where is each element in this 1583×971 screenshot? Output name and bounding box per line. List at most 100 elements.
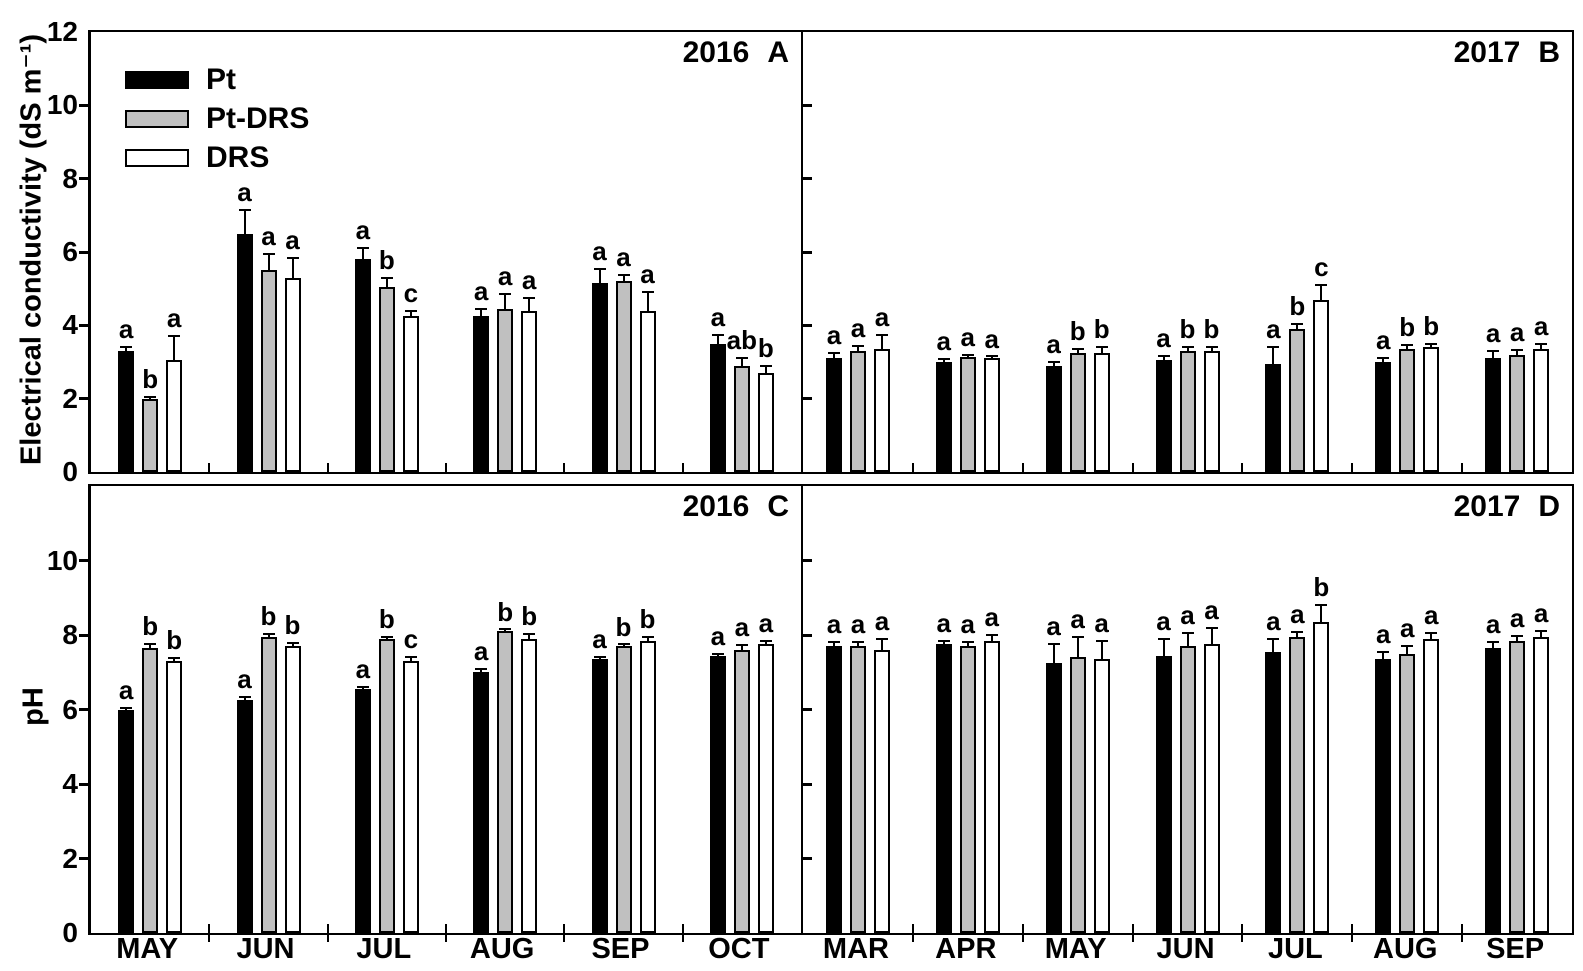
error-bar [1071,348,1084,354]
bar-Pt-MAY [118,709,135,933]
error-bar [1315,604,1328,623]
panel-title: 2016 C [683,492,789,522]
panel-letter: C [767,490,789,523]
error-bar [475,307,488,318]
y-axis-tick [79,633,89,637]
error-bar [1267,637,1280,653]
error-bar [120,706,133,711]
error-bar [1377,356,1390,363]
error-bar [1291,631,1304,638]
error-bar [1487,641,1500,650]
x-axis-labels-left: MAY JUN JUL AUG SEP OCT [88,933,798,966]
error-bar-line [598,269,601,285]
error-bar [937,640,950,646]
error-bar-line [480,309,483,318]
legend-item-pt-drs: Pt-DRS [125,99,309,138]
significance-letter: a [1266,605,1281,636]
error-bar [1291,322,1304,330]
panel-year: 2017 [1453,36,1521,69]
bar-DRS-JUN [1203,351,1220,472]
y-axis-tick [803,857,812,860]
x-axis-tick [911,463,914,472]
error-bar-line [1492,352,1495,360]
error-bar [1511,635,1524,642]
bar-DRS-JUL [402,661,419,933]
error-bar-line [504,630,507,633]
y-axis-tick-label: 10 [46,89,78,121]
error-bar-line [716,654,719,657]
bar-DRS-AUG [521,310,538,472]
significance-letter: a [285,224,300,255]
error-bar-line [740,358,743,367]
bar-Pt-DRS-APR [959,356,976,472]
error-bar [827,351,840,360]
legend-label: Pt-DRS [206,101,310,135]
significance-letter: b [378,604,395,635]
error-bar-line [832,642,835,648]
significance-letter: a [1375,618,1391,649]
error-bar-line [1162,356,1165,362]
x-axis-tick [326,924,329,942]
bar-Pt-JUL [354,689,371,933]
bar-Pt-SEP [1485,648,1502,933]
error-bar [985,355,998,360]
error-bar-line [1516,351,1519,356]
significance-letter: a [960,321,976,352]
bar-Pt-DRS-JUN [1179,351,1196,472]
y-axis-tick-label: 4 [62,768,78,799]
x-axis-tick [1131,463,1134,472]
significance-letter: b [378,244,395,275]
bar-Pt-DRS-SEP [615,281,632,472]
bar-DRS-AUG [1423,638,1440,933]
error-bar [1095,346,1108,354]
error-bar [120,346,133,352]
error-bar [286,642,299,648]
significance-letter: a [874,301,890,332]
bar-DRS-JUN [1203,644,1220,933]
error-bar-line [528,298,531,312]
y-axis-tick-label: 0 [62,456,78,487]
bar-DRS-MAY [166,360,183,472]
error-bar-line [942,642,945,646]
significance-letter: a [1156,605,1171,636]
error-bar [238,208,251,235]
bar-DRS-JUL [1313,299,1330,472]
bar-Pt-DRS-OCT [733,649,750,933]
significance-letter: a [1156,322,1171,353]
bar-Pt-DRS-JUL [1289,636,1306,933]
error-bar-line [291,258,294,279]
significance-letter: a [1094,607,1109,638]
significance-letter: a [936,326,952,357]
bar-Pt-SEP [591,283,608,472]
significance-letter: a [237,176,252,207]
significance-letter: a [261,220,276,251]
significance-letter: a [710,620,726,651]
error-bar-line [385,637,388,640]
bar-DRS-JUN [284,277,301,472]
bar-Pt-DRS-MAY [1069,352,1086,472]
error-bar-line [990,635,993,642]
error-bar-line [267,254,270,272]
significance-letter: a [640,259,655,290]
panel-year: 2017 [1453,490,1521,523]
legend-swatch-pt [125,70,189,89]
bar-DRS-SEP [1533,636,1550,933]
x-axis-tick [563,924,566,942]
error-bar [1157,637,1170,657]
x-axis-label-jul: JUL [1267,933,1323,965]
x-axis-tick [681,924,684,942]
y-axis-tick [803,397,812,401]
significance-letter: a [616,241,631,272]
bar-Pt-OCT [709,343,726,472]
legend-swatch-pt-drs [125,109,189,128]
significance-letter: a [355,215,371,246]
bar-Pt-DRS-MAR [849,646,866,933]
significance-letter: b [521,601,538,632]
significance-letter: b [1399,311,1416,342]
y-axis-tick [803,250,812,254]
significance-letter: a [1485,318,1501,348]
bar-Pt-DRS-AUG [1399,653,1416,933]
y-axis-tick-label: 12 [46,16,78,47]
